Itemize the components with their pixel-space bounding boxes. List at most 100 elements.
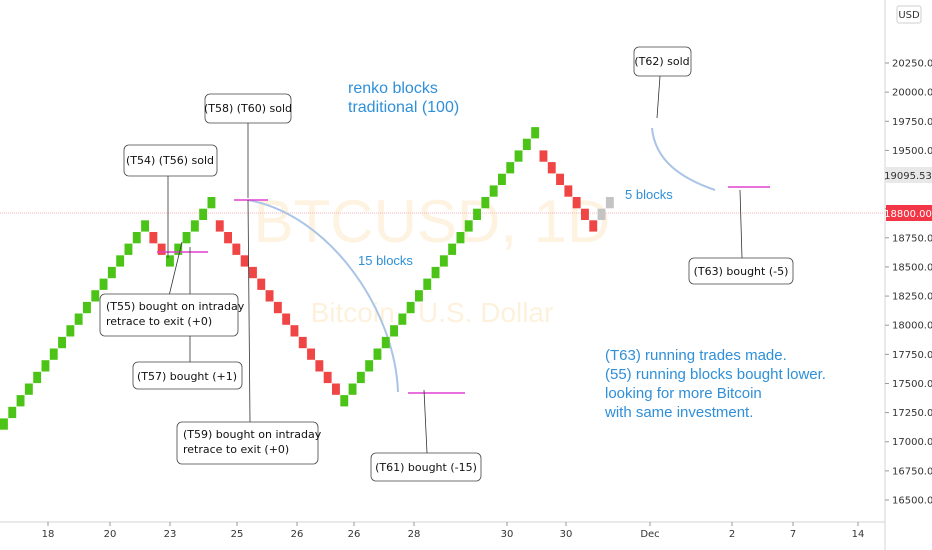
- x-axis[interactable]: 18 20 23 25 26 26 28 30 30 Dec 2 7 14: [42, 522, 865, 540]
- svg-text:(T57) bought (+1): (T57) bought (+1): [137, 370, 237, 383]
- renko-brick-down: [556, 173, 564, 185]
- svg-text:18800.00: 18800.00: [884, 209, 932, 220]
- renko-brick-down: [282, 313, 291, 325]
- renko-brick-up: [49, 348, 58, 360]
- label-t59: (T59) bought on intraday retrace to exit…: [176, 421, 322, 465]
- renko-brick-down: [307, 348, 315, 360]
- renko-brick-down: [249, 266, 257, 279]
- currency-button[interactable]: USD: [896, 5, 922, 24]
- renko-brick-up: [456, 232, 465, 244]
- x-tick-label: 7: [790, 529, 796, 540]
- label-t54: (T54) (T56) sold: [123, 144, 218, 177]
- renko-brick-up: [489, 185, 498, 197]
- y-tick-label: 17250.00: [892, 408, 932, 419]
- x-tick-label: 26: [348, 529, 361, 540]
- y-tick-label: 18250.00: [892, 292, 932, 303]
- renko-brick-up: [473, 208, 481, 220]
- x-tick-label: 25: [231, 529, 244, 540]
- renko-brick-up: [91, 290, 100, 302]
- renko-brick-up: [514, 150, 523, 162]
- renko-brick-up: [190, 220, 199, 232]
- label-t63: (T63) bought (-5): [688, 257, 794, 285]
- x-tick-label: 14: [852, 529, 865, 540]
- renko-bricks: [0, 127, 614, 430]
- renko-brick-up: [132, 232, 141, 244]
- renko-brick-projected: [597, 208, 606, 220]
- svg-text:(T54) (T56) sold: (T54) (T56) sold: [126, 154, 214, 167]
- note-line-4: with same investment.: [604, 404, 753, 421]
- renko-brick-down: [157, 243, 166, 255]
- x-tick-label: 23: [164, 529, 177, 540]
- curve-5-blocks: [651, 127, 716, 191]
- label-t55: (T55) bought on intraday retrace to exit…: [99, 293, 245, 337]
- price-label-last: 18800.00: [884, 205, 932, 221]
- svg-text:(T59) bought on intraday: (T59) bought on intraday: [183, 428, 322, 441]
- renko-brick-up: [348, 383, 357, 395]
- renko-brick-up: [33, 371, 42, 384]
- label-t62: (T62) sold: [633, 46, 692, 77]
- renko-brick-up: [207, 197, 216, 209]
- renko-brick-projected: [605, 197, 614, 209]
- y-tick-label: 17000.00: [892, 437, 932, 448]
- renko-brick-up: [356, 371, 365, 384]
- renko-brick-up: [531, 127, 540, 139]
- renko-brick-up: [522, 138, 531, 150]
- x-tick-label: 28: [408, 529, 421, 540]
- renko-brick-up: [381, 336, 390, 349]
- renko-brick-down: [273, 301, 282, 314]
- renko-brick-up: [199, 208, 208, 220]
- title-line-1: renko blocks: [348, 80, 438, 97]
- renko-brick-down: [240, 255, 249, 267]
- renko-brick-up: [74, 313, 83, 325]
- renko-brick-up: [8, 406, 17, 419]
- renko-brick-up: [506, 162, 515, 174]
- renko-brick-up: [99, 278, 108, 290]
- renko-brick-down: [323, 371, 332, 384]
- renko-brick-up: [464, 220, 473, 232]
- label-t61: (T61) bought (-15): [370, 452, 482, 482]
- renko-brick-up: [166, 255, 174, 267]
- annotation-pointers: [167, 75, 743, 454]
- note-line-3: looking for more Bitcoin: [605, 385, 762, 402]
- renko-brick-up: [16, 395, 25, 407]
- renko-brick-up: [439, 255, 448, 267]
- renko-brick-up: [141, 220, 149, 232]
- renko-brick-up: [83, 301, 91, 314]
- renko-brick-up: [365, 360, 374, 372]
- x-tick-label: 26: [291, 529, 304, 540]
- renko-brick-up: [481, 197, 490, 209]
- renko-brick-up: [124, 243, 133, 255]
- renko-brick-up: [174, 243, 183, 255]
- x-tick-label: Dec: [640, 529, 659, 540]
- renko-brick-down: [232, 243, 241, 255]
- renko-brick-up: [0, 418, 8, 430]
- renko-brick-down: [315, 360, 324, 372]
- y-tick-label: 19500.00: [892, 146, 932, 157]
- renko-brick-up: [41, 360, 50, 372]
- svg-text:USD: USD: [898, 10, 920, 21]
- renko-brick-down: [265, 290, 274, 302]
- x-tick-label: 18: [42, 529, 55, 540]
- renko-brick-up: [24, 383, 33, 395]
- renko-brick-up: [373, 348, 382, 360]
- y-tick-label: 16500.00: [892, 496, 932, 507]
- x-tick-label: 30: [501, 529, 514, 540]
- renko-brick-up: [66, 325, 75, 337]
- curve-15-blocks: [247, 199, 399, 393]
- renko-brick-up: [390, 325, 398, 337]
- renko-brick-up: [182, 232, 191, 244]
- label-15-blocks: 15 blocks: [358, 253, 413, 268]
- note-line-1: (T63) running trades made.: [605, 347, 787, 364]
- renko-brick-up: [431, 266, 440, 279]
- y-tick-label: 17500.00: [892, 379, 932, 390]
- y-tick-label: 19750.00: [892, 117, 932, 128]
- renko-brick-up: [415, 290, 423, 302]
- price-scale[interactable]: [885, 0, 932, 550]
- y-tick-label: 18500.00: [892, 262, 932, 273]
- svg-text:(T55) bought on intraday: (T55) bought on intraday: [106, 300, 245, 313]
- symbol-watermark: BTCUSD, 1D: [254, 188, 611, 255]
- x-tick-label: 30: [560, 529, 573, 540]
- y-tick-label: 18750.00: [892, 233, 932, 244]
- label-t57: (T57) bought (+1): [132, 361, 243, 390]
